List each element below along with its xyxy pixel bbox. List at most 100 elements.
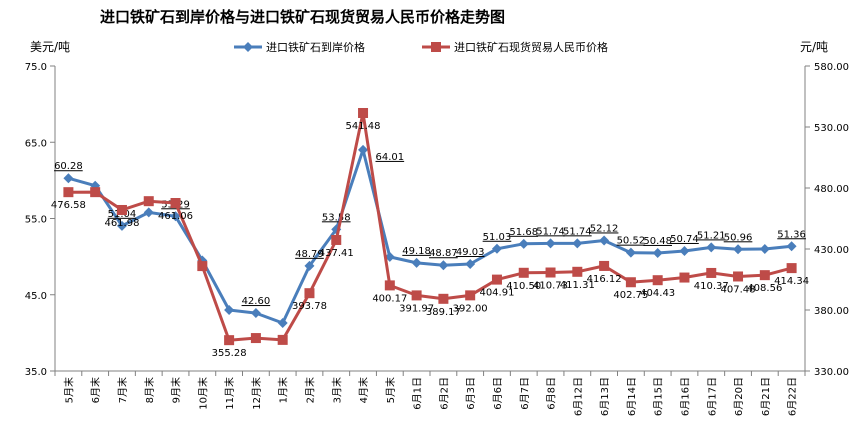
category-label: 6月2日	[438, 377, 450, 410]
data-point-rmb-price	[170, 198, 181, 209]
data-label-cif-price: 50.74	[670, 234, 699, 245]
data-label-cif-price: 51.74	[536, 226, 565, 237]
data-point-rmb-price	[438, 293, 449, 304]
category-label: 10月末	[196, 377, 209, 410]
data-label-cif-price: 49.03	[456, 247, 485, 258]
data-point-cif-price	[277, 317, 288, 328]
data-point-cif-price	[116, 220, 127, 231]
right-tick-label: 580.00	[814, 62, 849, 73]
left-axis-unit: 美元/吨	[30, 40, 70, 54]
data-point-cif-price	[652, 247, 663, 258]
data-label-rmb-price: 402.75	[613, 290, 648, 301]
category-label: 6月6日	[492, 377, 504, 410]
data-point-cif-price	[465, 259, 476, 270]
legend-item-cif-price: 进口铁矿石到岸价格	[234, 40, 365, 54]
data-label-rmb-price: 416.12	[587, 274, 622, 285]
data-point-cif-price	[545, 238, 556, 249]
data-point-cif-price	[384, 251, 395, 262]
data-label-cif-price: 51.21	[697, 230, 726, 241]
data-point-cif-price	[224, 305, 235, 315]
data-point-cif-price	[411, 257, 422, 268]
category-label: 1月末	[277, 377, 290, 403]
data-label-cif-price: 50.48	[643, 236, 672, 247]
data-point-rmb-price	[384, 280, 395, 291]
data-point-cif-price	[63, 173, 74, 184]
data-label-rmb-price: 410.50	[506, 281, 541, 292]
left-tick-label: 45.0	[25, 291, 47, 302]
data-point-rmb-price	[63, 187, 74, 198]
data-point-cif-price	[358, 144, 369, 155]
category-label: 6月1日	[412, 377, 424, 410]
data-label-cif-price: 51.03	[483, 232, 512, 243]
data-label-rmb-price: 461.98	[104, 218, 139, 229]
data-point-cif-price	[170, 211, 181, 222]
data-label-rmb-price: 391.97	[399, 303, 434, 314]
data-point-rmb-price	[224, 335, 235, 346]
data-label-cif-price: 42.60	[242, 296, 271, 307]
data-point-rmb-price	[143, 196, 154, 207]
data-point-cif-price	[625, 247, 636, 258]
data-point-cif-price	[438, 260, 449, 271]
data-point-rmb-price	[116, 204, 127, 215]
legend-label-cif-price: 进口铁矿石到岸价格	[266, 40, 365, 54]
category-label: 9月末	[170, 377, 183, 403]
right-tick-label: 430.00	[814, 245, 849, 256]
data-point-rmb-price	[625, 277, 636, 288]
category-label: 6月22日	[787, 377, 799, 416]
category-label: 12月末	[250, 377, 263, 410]
data-point-rmb-price	[706, 267, 717, 278]
data-point-cif-price	[572, 238, 583, 249]
data-point-rmb-price	[411, 290, 422, 301]
data-label-rmb-price: 411.31	[560, 280, 595, 291]
category-label: 4月末	[357, 377, 370, 403]
data-label-rmb-price: 392.00	[453, 303, 488, 314]
category-label: 5月末	[62, 377, 75, 403]
data-point-cif-price	[679, 245, 690, 256]
category-label: 6月13日	[599, 377, 611, 416]
data-point-rmb-price	[331, 234, 342, 245]
data-point-rmb-price	[572, 266, 583, 277]
chart-title: 进口铁矿石到岸价格与进口铁矿石现货贸易人民币价格走势图	[100, 8, 505, 26]
data-point-rmb-price	[250, 333, 261, 344]
data-label-rmb-price: 461.06	[158, 211, 193, 222]
plot-area: 35.0 45.0 55.0 65.0 75.0 330.00 380.00 430.00 48…	[25, 62, 849, 416]
legend: 进口铁矿石到岸价格 进口铁矿石现货贸易人民币价格	[234, 40, 608, 54]
data-point-cif-price	[491, 243, 502, 254]
right-axis-unit: 元/吨	[800, 40, 828, 54]
data-point-cif-price	[143, 207, 154, 218]
category-label: 6月8日	[546, 377, 558, 410]
data-label-cif-price: 52.12	[590, 223, 619, 234]
data-label-rmb-price: 410.37	[694, 281, 729, 292]
category-label: 6月20日	[733, 377, 745, 416]
left-tick-label: 35.0	[25, 367, 47, 378]
data-label-cif-price: 48.87	[429, 248, 458, 259]
data-label-cif-price: 50.52	[617, 236, 646, 247]
data-label-cif-price: 48.79	[295, 249, 324, 260]
data-point-rmb-price	[277, 334, 288, 345]
data-point-cif-price	[733, 244, 744, 255]
category-label: 6月末	[89, 377, 102, 403]
category-label: 6月12日	[572, 377, 584, 416]
data-point-rmb-price	[545, 267, 556, 278]
data-point-rmb-price	[304, 288, 315, 299]
data-label-rmb-price: 404.43	[640, 288, 675, 299]
data-point-rmb-price	[759, 270, 770, 281]
data-label-rmb-price: 407.48	[721, 284, 756, 295]
data-point-rmb-price	[652, 275, 663, 286]
data-label-rmb-price: 541.48	[346, 121, 381, 132]
data-point-rmb-price	[599, 260, 610, 271]
data-label-cif-price: 51.36	[777, 229, 806, 240]
data-point-rmb-price	[491, 274, 502, 285]
data-point-rmb-price	[679, 272, 690, 283]
legend-label-rmb-price: 进口铁矿石现货贸易人民币价格	[454, 40, 608, 54]
category-label: 5月末	[384, 377, 397, 403]
data-point-rmb-price	[90, 187, 101, 198]
category-label: 6月15日	[653, 377, 665, 416]
category-label: 6月3日	[465, 377, 477, 410]
data-label-rmb-price: 404.91	[479, 288, 514, 299]
data-point-rmb-price	[358, 107, 369, 118]
category-label: 8月末	[143, 377, 156, 403]
right-tick-label: 530.00	[814, 123, 849, 134]
data-label-cif-price: 64.01	[376, 152, 405, 163]
